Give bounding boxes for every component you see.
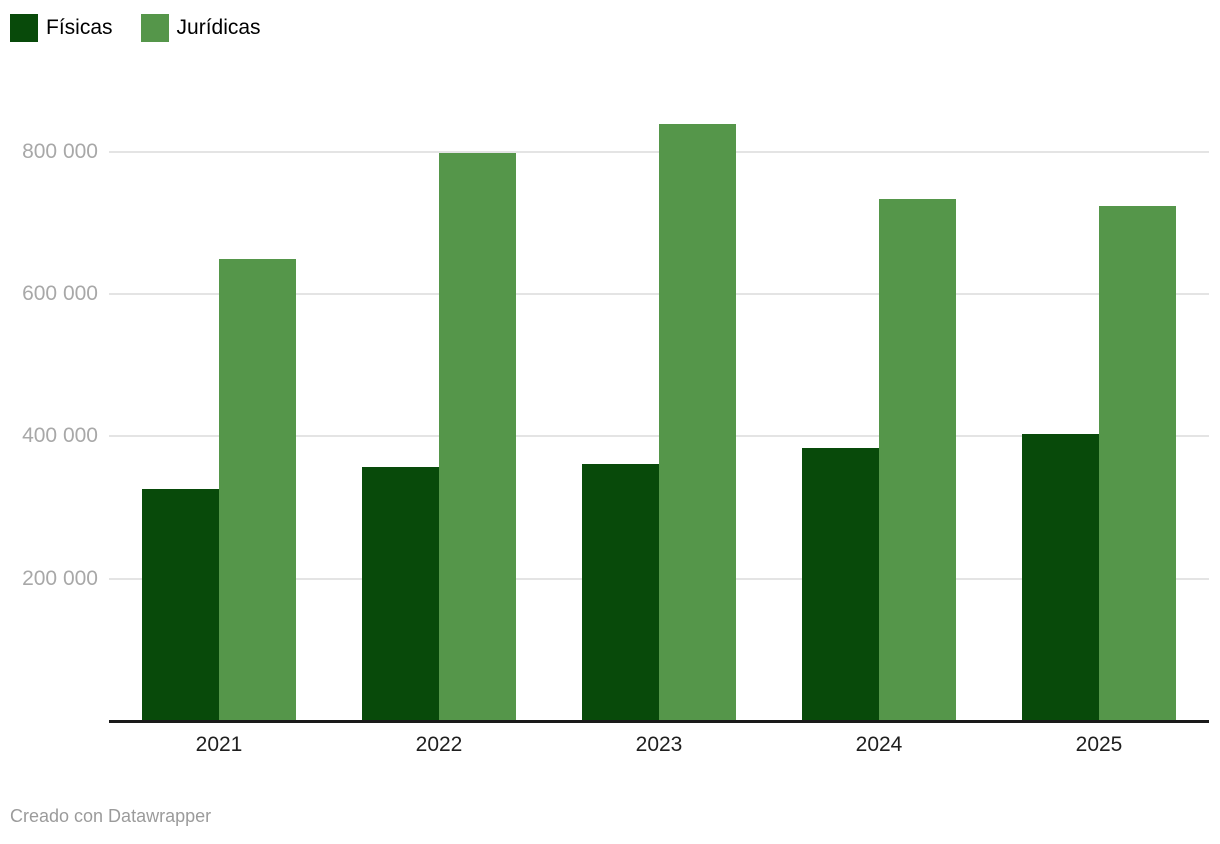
x-tick-label: 2024 xyxy=(855,733,903,756)
legend: Físicas Jurídicas xyxy=(10,14,261,42)
y-tick-label: 200 000 xyxy=(22,566,98,590)
bar-físicas-2024 xyxy=(802,448,879,720)
x-axis-line xyxy=(109,720,1209,723)
legend-swatch-fisicas xyxy=(10,14,38,42)
y-tick-label: 800 000 xyxy=(22,139,98,163)
bar-jurídicas-2023 xyxy=(659,124,736,720)
x-tick-label: 2025 xyxy=(1075,733,1123,756)
footer: Creado con Datawrapper xyxy=(10,806,211,827)
bar-jurídicas-2024 xyxy=(879,199,956,720)
bar-físicas-2021 xyxy=(142,489,219,720)
y-tick-label: 400 000 xyxy=(22,424,98,448)
x-tick-label: 2022 xyxy=(415,733,463,756)
x-tick-label: 2023 xyxy=(635,733,683,756)
legend-item-fisicas: Físicas xyxy=(10,14,113,42)
bar-jurídicas-2021 xyxy=(219,259,296,720)
legend-label-juridicas: Jurídicas xyxy=(176,16,261,39)
bar-jurídicas-2025 xyxy=(1099,206,1176,720)
y-tick-label: 600 000 xyxy=(22,282,98,306)
datawrapper-attribution-link[interactable]: Creado con Datawrapper xyxy=(10,806,212,826)
bar-jurídicas-2022 xyxy=(439,153,516,720)
bar-físicas-2022 xyxy=(362,467,439,720)
bar-físicas-2023 xyxy=(582,464,659,720)
x-tick-label: 2021 xyxy=(195,733,243,756)
legend-label-fisicas: Físicas xyxy=(46,16,113,39)
legend-swatch-juridicas xyxy=(140,14,169,42)
legend-item-juridicas: Jurídicas xyxy=(140,14,261,42)
bar-físicas-2025 xyxy=(1022,434,1099,720)
